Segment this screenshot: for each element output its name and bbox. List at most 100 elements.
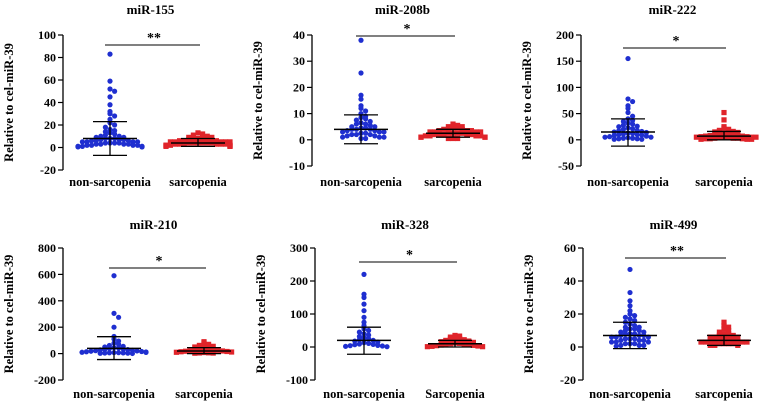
- data-point: [358, 92, 364, 98]
- x-category-label: sarcopenia: [695, 175, 753, 189]
- data-point: [192, 347, 198, 353]
- x-category-label: sarcopenia: [695, 387, 753, 401]
- data-point: [716, 336, 722, 342]
- data-point: [618, 342, 624, 348]
- x-category-label: non-sarcopenia: [589, 387, 671, 401]
- data-point: [97, 350, 103, 356]
- y-tick-label: 200: [556, 28, 574, 42]
- chart-title: miR-208b: [375, 2, 430, 17]
- data-point: [135, 142, 141, 148]
- data-point: [370, 341, 376, 347]
- data-point: [630, 135, 636, 141]
- data-point: [204, 133, 210, 139]
- data-point: [473, 133, 479, 139]
- data-point: [641, 337, 647, 343]
- data-point: [622, 336, 629, 342]
- y-tick-label: 40: [564, 274, 576, 288]
- y-tick-label: 20: [293, 80, 305, 94]
- data-point: [223, 141, 229, 147]
- data-point: [196, 350, 202, 356]
- data-point: [106, 350, 112, 356]
- data-point: [447, 336, 453, 342]
- data-point: [173, 349, 179, 355]
- x-category-label: non-sarcopenia: [323, 387, 405, 401]
- data-point: [721, 331, 727, 337]
- y-tick-label: 0: [568, 133, 574, 147]
- data-point: [438, 342, 444, 348]
- data-point: [475, 343, 481, 349]
- data-point: [107, 94, 113, 100]
- data-point: [102, 140, 108, 146]
- data-point: [707, 136, 713, 142]
- data-point: [107, 86, 113, 92]
- data-point: [716, 135, 722, 141]
- data-point: [372, 133, 378, 139]
- data-point: [89, 138, 95, 144]
- data-point: [112, 131, 118, 137]
- x-category-label: sarcopenia: [169, 175, 227, 189]
- y-tick-label: 60: [564, 241, 576, 255]
- data-point: [730, 135, 736, 141]
- data-point: [107, 78, 113, 84]
- data-point: [636, 337, 642, 343]
- data-point: [139, 144, 145, 150]
- data-point: [632, 326, 638, 332]
- data-point: [139, 348, 145, 355]
- data-point: [83, 349, 89, 355]
- data-point: [703, 136, 709, 142]
- data-point: [363, 135, 369, 142]
- data-point: [464, 131, 470, 138]
- data-point: [172, 141, 178, 147]
- data-point: [361, 271, 367, 277]
- data-point: [190, 137, 196, 143]
- y-tick-label: 20: [564, 307, 576, 321]
- data-point: [358, 70, 364, 76]
- data-point: [75, 144, 81, 150]
- y-tick-label: 60: [44, 73, 56, 87]
- data-point: [116, 350, 122, 356]
- data-point: [125, 141, 131, 147]
- data-point: [609, 339, 615, 345]
- data-point: [636, 327, 642, 334]
- data-point: [384, 344, 390, 350]
- data-point: [470, 342, 476, 348]
- data-point: [602, 134, 608, 140]
- y-tick-label: 20: [44, 118, 56, 132]
- data-point: [363, 108, 369, 114]
- data-point: [353, 121, 359, 127]
- data-point: [627, 289, 633, 296]
- data-point: [707, 334, 713, 340]
- data-point: [93, 348, 99, 354]
- data-point: [200, 131, 206, 137]
- data-point: [134, 348, 140, 354]
- y-tick-label: -200: [34, 373, 56, 387]
- chart-title: miR-222: [649, 2, 697, 17]
- data-point: [620, 135, 627, 141]
- data-point: [482, 134, 488, 140]
- data-point: [206, 341, 212, 347]
- y-tick-label: 200: [38, 320, 56, 334]
- data-point: [455, 125, 461, 131]
- chart-title: miR-499: [650, 217, 698, 232]
- data-point: [721, 322, 727, 329]
- data-point: [227, 139, 233, 145]
- data-point: [749, 136, 755, 142]
- data-point: [735, 135, 741, 141]
- data-point: [616, 124, 622, 130]
- y-tick-label: 0: [302, 340, 308, 354]
- chart-panel-4: miR-210 Relative to cel-miR-39 -200 0 200 400…: [2, 217, 235, 401]
- y-tick-label: 40: [44, 96, 56, 110]
- y-tick-label: 0: [570, 340, 576, 354]
- significance-marker: *: [673, 34, 680, 49]
- data-point: [181, 141, 187, 147]
- data-point: [130, 142, 136, 148]
- data-point: [181, 138, 187, 144]
- data-point: [632, 336, 638, 342]
- data-point: [356, 329, 362, 335]
- data-point: [721, 326, 727, 332]
- data-point: [98, 141, 104, 147]
- data-point: [466, 342, 472, 348]
- data-point: [218, 141, 224, 147]
- data-point: [634, 123, 640, 129]
- data-point: [455, 122, 461, 128]
